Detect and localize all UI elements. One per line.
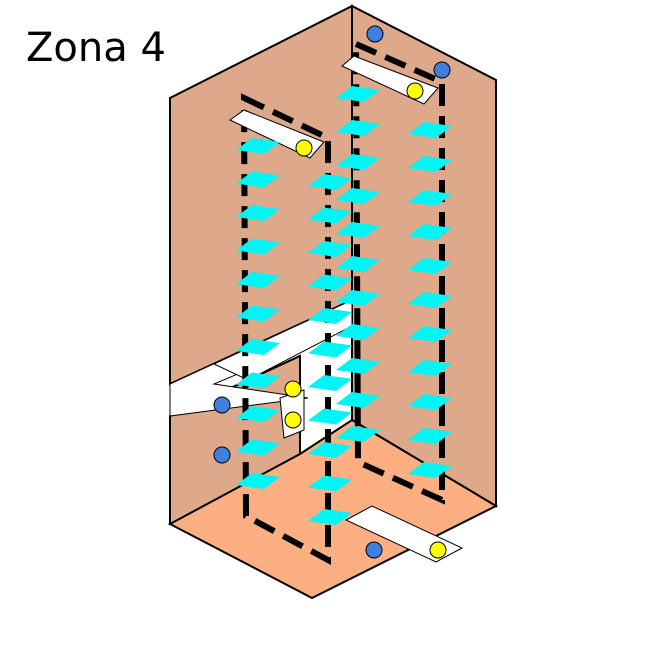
yellow-sensor (429, 541, 447, 559)
blue-sensor (366, 25, 384, 43)
shelf (236, 272, 280, 288)
shelf (308, 341, 352, 358)
yellow-sensor (406, 82, 424, 100)
shelf (408, 360, 452, 376)
shelf (308, 408, 352, 425)
shelf (236, 406, 280, 422)
shelf (336, 256, 380, 272)
shelf (336, 392, 380, 408)
rack-front-left-shelves (236, 138, 280, 489)
shelf (336, 324, 380, 340)
shelf (236, 305, 280, 322)
blue-sensor (213, 446, 231, 464)
shelf (336, 290, 380, 306)
shelf (236, 372, 280, 389)
shelf (408, 462, 452, 478)
blue-sensor (213, 396, 231, 414)
shelf (236, 171, 280, 188)
shelf (236, 439, 280, 456)
rack-front-right-shelves (308, 174, 352, 525)
shelf (408, 428, 452, 444)
shelf (236, 339, 280, 355)
shelf (308, 308, 352, 324)
shelf (336, 222, 380, 238)
shelf (308, 174, 352, 190)
rack-front-frame (240, 93, 331, 566)
zone-title: Zona 4 (26, 25, 166, 71)
shelf (408, 258, 452, 274)
yellow-sensor (295, 139, 313, 157)
blue-sensor (365, 541, 383, 559)
shelf (308, 509, 352, 525)
shelf (336, 188, 380, 204)
shelf (336, 120, 380, 136)
shelf (236, 205, 280, 221)
shelf (308, 442, 352, 458)
shelf (336, 426, 380, 442)
shelf (308, 241, 352, 257)
shelf (408, 224, 452, 240)
shelf (308, 207, 352, 224)
shelf (236, 138, 280, 154)
shelf (236, 473, 280, 489)
shelf (236, 238, 280, 255)
shelf (408, 326, 452, 342)
yellow-sensor (284, 380, 302, 398)
shelf (408, 292, 452, 308)
shelf (408, 394, 452, 410)
yellow-sensor (284, 411, 302, 429)
rack-back-right-shelves (408, 122, 452, 478)
shelf (408, 190, 452, 206)
shelf (408, 122, 452, 138)
rack-back-left-shelves (336, 86, 380, 442)
shelf (336, 86, 380, 102)
shelf (408, 156, 452, 172)
shelf (308, 475, 352, 492)
shelf (336, 154, 380, 170)
shelf (336, 358, 380, 374)
shelf (308, 375, 352, 391)
shelf (308, 274, 352, 291)
blue-sensor (433, 61, 451, 79)
rack-back-frame (352, 39, 445, 505)
